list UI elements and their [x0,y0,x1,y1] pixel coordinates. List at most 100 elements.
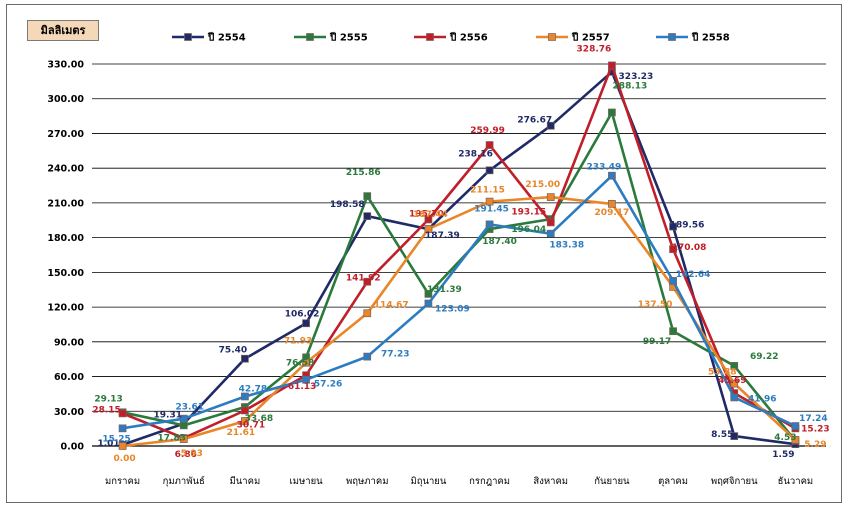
x-category-label: ธันวาคม [778,476,814,487]
data-point-marker [118,424,127,433]
data-label: 187.39 [425,231,460,241]
data-label: 53.88 [708,368,736,378]
data-label: 77.23 [381,350,409,360]
data-point-marker [363,212,372,220]
data-label: 15.23 [801,424,829,434]
legend-swatch-marker [306,33,314,41]
data-label: 114.67 [374,300,409,310]
data-point-marker [363,309,372,318]
x-category-label: มิถุนายน [410,476,446,487]
x-category-label: พฤษภาคม [346,476,389,487]
y-tick-label: 60.00 [54,372,84,383]
chart-frame: มิลลิเมตร [6,4,842,503]
data-label: 30.71 [237,420,265,430]
data-label: 141.92 [346,274,381,284]
data-label: 21.61 [227,428,255,438]
y-tick-label: 30.00 [54,407,84,418]
data-point-marker [424,215,433,224]
series-group [118,67,800,449]
data-label: 196.04 [511,225,546,235]
data-point-marker [363,352,372,361]
series-line [122,111,797,442]
data-label: 75.40 [219,346,247,356]
x-category-label: สิงหาคม [533,476,568,487]
data-point-marker [241,417,249,425]
data-label: 29.13 [94,394,122,404]
data-point-marker [791,422,800,430]
legend-label: ปี 2555 [329,32,367,44]
data-label: 19.31 [154,411,182,421]
y-tick-label: 0.00 [61,442,85,453]
data-point-marker [118,442,127,450]
data-label: 276.67 [517,116,552,126]
data-point-marker [730,393,739,402]
data-label: 45.69 [718,376,746,386]
x-category-label: พฤศจิกายน [711,476,758,487]
y-tick-label: 90.00 [54,337,84,348]
data-point-marker [730,379,739,388]
data-label: 123.09 [435,305,470,315]
data-label: 238.16 [458,149,493,159]
data-label: 8.55 [711,430,733,440]
data-label: 131.39 [427,285,462,295]
data-label: 41.96 [748,394,776,404]
data-point-marker [363,192,372,200]
data-point-marker [302,358,310,367]
y-tick-label: 240.00 [47,164,84,175]
data-point-marker [608,200,616,208]
data-point-marker [179,414,188,423]
x-category-label: กันยายน [594,476,630,487]
data-point-marker [241,392,249,401]
data-label: 15.25 [102,434,130,444]
y-tick-label: 210.00 [47,198,84,209]
data-label: 23.61 [176,403,204,413]
data-point-marker [241,354,249,363]
data-label: 137.50 [638,300,673,310]
data-point-marker [179,435,188,443]
legend-label: ปี 2557 [571,32,609,44]
data-label: 170.08 [672,243,707,253]
legend-swatch-marker [668,33,676,41]
data-label: 191.45 [474,204,509,214]
series-line [122,70,796,447]
data-label: 57.26 [314,380,342,390]
data-point-marker [791,436,800,444]
x-category-label: มกราคม [105,476,140,487]
data-point-marker [302,375,310,384]
data-point-marker [485,141,494,149]
data-label: 198.58 [330,200,365,210]
data-label: 6.86 [175,450,197,460]
data-label: 193.15 [511,207,546,217]
data-point-marker [485,197,494,206]
data-point-marker [546,121,555,130]
data-point-marker [669,327,677,336]
data-label: 17.83 [158,433,186,443]
data-point-marker [669,222,677,231]
data-point-marker [608,171,616,180]
y-tick-label: 120.00 [47,303,84,314]
y-tick-label: 150.00 [47,268,84,279]
data-label: 323.23 [619,72,654,82]
data-label: 259.99 [470,126,505,136]
data-label: 4.53 [774,433,796,443]
data-label: 71.93 [284,337,312,347]
legend-swatch-marker [426,33,434,41]
data-label: 142.64 [676,270,711,280]
data-label: 28.15 [92,405,120,415]
data-label: 1.01 [97,439,119,449]
data-label: 5.93 [181,449,203,459]
data-point-marker [363,277,372,286]
data-label: 195.70 [409,209,444,219]
data-point-marker [730,432,739,440]
legend-swatch-marker [184,33,192,41]
data-point-marker [730,362,739,370]
legend-label: ปี 2556 [449,32,487,44]
data-point-marker [608,108,616,117]
data-point-marker [424,299,433,308]
y-axis-unit-label: มิลลิเมตร [27,20,99,41]
data-label: 69.22 [750,352,778,362]
data-label: 99.17 [643,337,671,347]
legend-label: ปี 2558 [691,32,729,44]
data-point-marker [118,409,127,418]
